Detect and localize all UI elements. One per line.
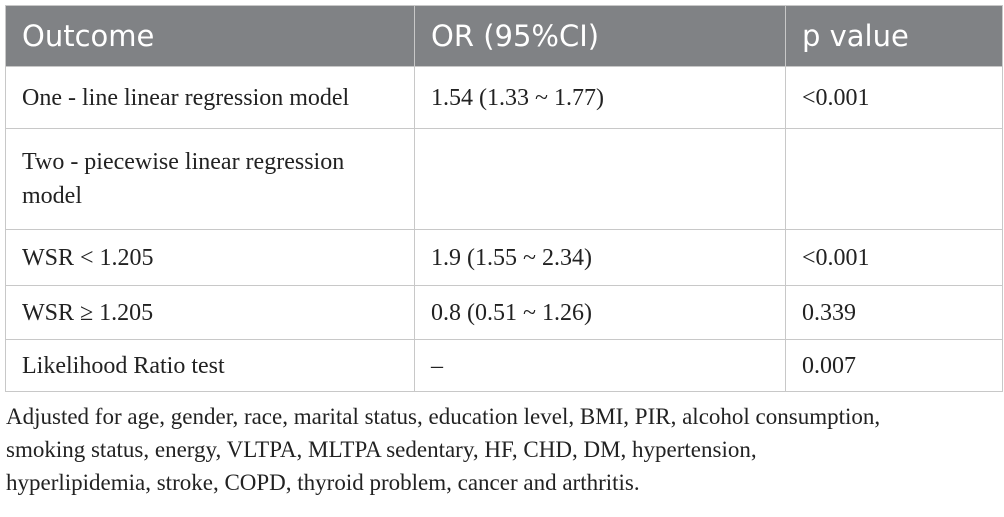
table-cell: 0.339 — [785, 285, 1003, 340]
empty-cell — [414, 128, 786, 230]
empty-cell — [785, 128, 1003, 230]
table-cell: – — [414, 339, 786, 392]
header-cell: Outcome — [5, 5, 415, 67]
table-row: WSR < 1.205 1.9 (1.55 ~ 2.34) <0.001 — [5, 229, 1003, 286]
table-cell: WSR ≥ 1.205 — [5, 285, 415, 340]
header-cell: p value — [785, 5, 1003, 67]
table-cell: <0.001 — [785, 229, 1003, 286]
table-cell: 1.9 (1.55 ~ 2.34) — [414, 229, 786, 286]
table-cell: Two - piecewise linear regression model — [5, 128, 415, 230]
header-row: Outcome OR (95%CI) p value — [5, 5, 1003, 67]
footnote: Adjusted for age, gender, race, marital … — [6, 404, 881, 495]
results-table: Outcome OR (95%CI) p value One - line line… — [5, 5, 1003, 392]
table-cell: 0.007 — [785, 339, 1003, 392]
header-cell: OR (95%CI) — [414, 5, 786, 67]
table-row: Two - piecewise linear regression model — [5, 128, 1003, 230]
table-cell: 1.54 (1.33 ~ 1.77) — [414, 66, 786, 129]
table-cell: Likelihood Ratio test — [5, 339, 415, 392]
table-row: Likelihood Ratio test –0.007 — [5, 339, 1003, 392]
table-cell: WSR < 1.205 — [5, 229, 415, 286]
table-cell: <0.001 — [785, 66, 1003, 129]
table-row: One - line linear regression model 1.54 (… — [5, 66, 1003, 129]
table-row: WSR ≥ 1.205 0.8 (0.51 ~ 1.26) 0.339 — [5, 285, 1003, 340]
table-cell: 0.8 (0.51 ~ 1.26) — [414, 285, 786, 340]
table-cell: One - line linear regression model — [5, 66, 415, 129]
